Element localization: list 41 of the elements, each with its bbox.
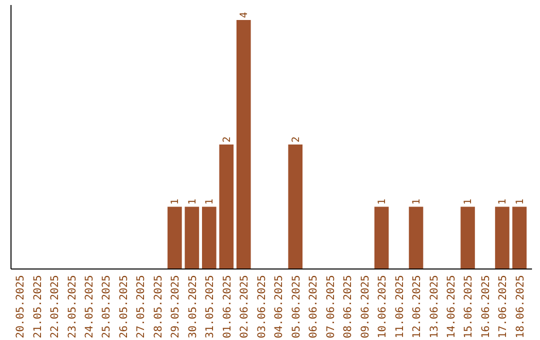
x-tick-label: 13.06.2025 bbox=[428, 275, 440, 338]
x-tick-label: 18.06.2025 bbox=[514, 275, 526, 338]
x-tick-label: 05.06.2025 bbox=[290, 275, 302, 338]
data-label: 1 bbox=[377, 198, 388, 205]
x-tick-label: 16.06.2025 bbox=[480, 275, 492, 338]
x-tick-label: 09.06.2025 bbox=[359, 275, 372, 338]
x-tick-label: 20.05.2025 bbox=[14, 275, 27, 338]
x-tick-label: 12.06.2025 bbox=[411, 275, 424, 338]
data-label: 1 bbox=[204, 198, 216, 205]
x-tick-label: 11.06.2025 bbox=[394, 275, 406, 338]
x-tick-label: 01.06.2025 bbox=[221, 275, 234, 338]
x-tick-label: 23.05.2025 bbox=[66, 275, 78, 338]
data-label: 1 bbox=[463, 198, 474, 205]
data-label: 1 bbox=[170, 198, 182, 205]
x-tick-label: 06.06.2025 bbox=[308, 275, 320, 338]
x-tick-label: 24.05.2025 bbox=[83, 275, 96, 338]
x-tick-label: 17.06.2025 bbox=[497, 275, 510, 338]
x-tick-label: 29.05.2025 bbox=[170, 275, 182, 338]
data-label: 2 bbox=[290, 136, 302, 142]
x-tick-label: 14.06.2025 bbox=[446, 275, 458, 338]
x-tick-label: 30.05.2025 bbox=[186, 275, 199, 338]
data-label: 2 bbox=[222, 136, 233, 142]
x-tick-label: 21.05.2025 bbox=[32, 275, 44, 338]
x-tick-label: 26.05.2025 bbox=[118, 275, 130, 338]
x-tick-label: 04.06.2025 bbox=[273, 275, 286, 338]
x-tick-label: 03.06.2025 bbox=[256, 275, 268, 338]
x-tick-label: 15.06.2025 bbox=[462, 275, 475, 338]
data-label: 1 bbox=[412, 198, 423, 205]
data-label: 1 bbox=[514, 198, 526, 205]
data-label: 4 bbox=[239, 12, 250, 18]
x-tick-label: 10.06.2025 bbox=[376, 275, 389, 338]
x-tick-label: 08.06.2025 bbox=[342, 275, 354, 338]
data-label: 1 bbox=[187, 198, 198, 205]
x-tick-label: 28.05.2025 bbox=[152, 275, 164, 338]
x-tick-label: 07.06.2025 bbox=[324, 275, 337, 338]
data-label: 1 bbox=[498, 198, 509, 205]
x-tick-label: 02.06.2025 bbox=[238, 275, 251, 338]
x-tick-label: 31.05.2025 bbox=[204, 275, 216, 338]
x-tick-label: 27.05.2025 bbox=[135, 275, 148, 338]
x-tick-label: 22.05.2025 bbox=[49, 275, 62, 338]
x-tick-label: 25.05.2025 bbox=[100, 275, 113, 338]
